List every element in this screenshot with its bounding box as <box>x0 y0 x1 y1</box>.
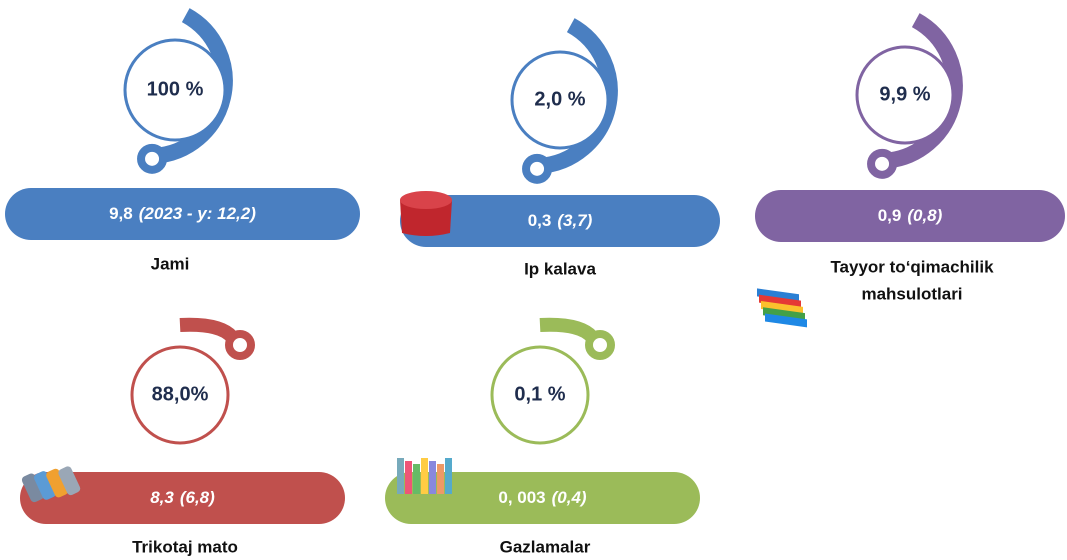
percent-label: 88,0% <box>152 383 209 405</box>
current-value: 0, 003 <box>498 488 545 507</box>
ring-decoration <box>589 334 611 356</box>
books-icon <box>405 461 412 494</box>
item-card: 0,1 % 0, 003 (0,4) Gazlamalar <box>385 325 700 557</box>
previous-value: (2023 - y: 12,2) <box>139 204 257 223</box>
pill-text: 9,8 (2023 - y: 12,2) <box>109 204 256 223</box>
current-value: 8,3 <box>150 488 174 507</box>
ring-decoration <box>871 153 893 175</box>
ring-decoration <box>526 158 548 180</box>
item-card: 100 % 9,8 (2023 - y: 12,2) Jami <box>5 15 360 273</box>
books-icon <box>429 461 436 494</box>
item-name: Trikotaj mato <box>132 537 238 556</box>
pill-text: 8,3 (6,8) <box>150 488 215 507</box>
item-card: 2,0 % 0,3 (3,7) Ip kalava <box>400 25 720 278</box>
current-value: 0,3 <box>528 211 552 230</box>
books-icon <box>437 464 444 494</box>
arc-decoration <box>540 325 592 337</box>
percent-label: 0,1 % <box>514 383 565 405</box>
item-name: Gazlamalar <box>500 537 591 556</box>
books-icon <box>397 458 404 494</box>
current-value: 9,8 <box>109 204 133 223</box>
books-icon <box>421 458 428 494</box>
percent-label: 9,9 % <box>879 83 930 105</box>
previous-value: (3,7) <box>557 211 592 230</box>
current-value: 0,9 <box>878 206 902 225</box>
arc-decoration <box>180 325 232 337</box>
books-icon <box>413 464 420 494</box>
pill-text: 0, 003 (0,4) <box>498 488 587 507</box>
previous-value: (0,4) <box>552 488 587 507</box>
item-name: mahsulotlari <box>861 284 962 303</box>
previous-value: (0,8) <box>907 206 942 225</box>
infographic: 100 % 9,8 (2023 - y: 12,2) Jami 2,0 % 0,3 (3,7… <box>0 0 1067 560</box>
previous-value: (6,8) <box>180 488 215 507</box>
pill-text: 0,9 (0,8) <box>878 206 943 225</box>
ring-decoration <box>141 148 163 170</box>
percent-label: 100 % <box>147 78 204 100</box>
percent-label: 2,0 % <box>534 88 585 110</box>
pill-text: 0,3 (3,7) <box>528 211 593 230</box>
ring-decoration <box>229 334 251 356</box>
item-name: Ip kalava <box>524 259 596 278</box>
yarn-icon-top <box>400 191 452 209</box>
item-card: 9,9 % 0,9 (0,8) Tayyor to‘qimachilik mahsulo… <box>755 20 1065 327</box>
item-card: 88,0% 8,3 (6,8) Trikotaj mato <box>20 325 345 557</box>
item-name: Tayyor to‘qimachilik <box>830 257 994 276</box>
item-name: Jami <box>151 254 190 273</box>
books-icon <box>445 458 452 494</box>
